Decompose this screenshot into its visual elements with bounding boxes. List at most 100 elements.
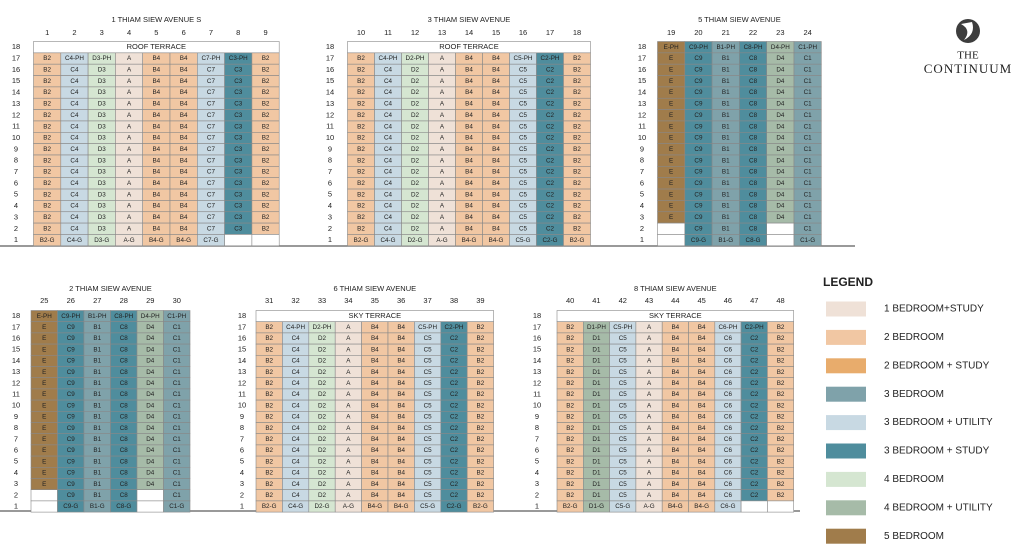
floor-number: 1 xyxy=(14,235,18,244)
stack-number: 12 xyxy=(411,28,419,37)
unit-label: C2 xyxy=(750,425,759,432)
unit-label: B2 xyxy=(573,101,581,108)
legend-label: 4 BEDROOM xyxy=(884,474,944,485)
unit-label: A-G xyxy=(123,237,134,244)
unit-label: C5 xyxy=(519,146,528,153)
unit-label: B1-G xyxy=(718,237,733,244)
unit-label: C1 xyxy=(173,335,182,342)
floor-number: 8 xyxy=(535,423,539,432)
unit-label: B2 xyxy=(573,135,581,142)
unit-label: B4 xyxy=(671,470,679,477)
unit-label: C5 xyxy=(519,191,528,198)
unit-cell xyxy=(563,234,591,247)
floor-number: 14 xyxy=(238,356,246,365)
unit-label: B2 xyxy=(573,225,581,232)
unit-label: B2 xyxy=(573,157,581,164)
stack-number: 45 xyxy=(697,296,705,305)
unit-label: D4-PH xyxy=(771,44,790,51)
unit-label: A xyxy=(440,157,445,164)
unit-label: B2 xyxy=(777,346,785,353)
floor-number: 9 xyxy=(240,412,244,421)
unit-label: B2 xyxy=(477,335,485,342)
unit-label: C6 xyxy=(724,380,733,387)
stack-number: 14 xyxy=(465,28,473,37)
unit-label: C2 xyxy=(450,391,459,398)
unit-label: C4 xyxy=(70,146,79,153)
unit-label: D3 xyxy=(98,101,107,108)
unit-label: B2 xyxy=(265,335,273,342)
unit-label: B4 xyxy=(698,380,706,387)
unit-label: C1 xyxy=(173,391,182,398)
floor-number: 8 xyxy=(640,156,644,165)
unit-label: C3 xyxy=(234,135,243,142)
unit-label: C2 xyxy=(546,157,555,164)
unit-label: B4-G xyxy=(462,237,477,244)
unit-label: B4 xyxy=(492,78,500,85)
unit-label: B2 xyxy=(265,436,273,443)
unit-label: B1 xyxy=(93,436,101,443)
legend-swatch xyxy=(826,443,866,459)
unit-label: C2 xyxy=(546,101,555,108)
floor-number: 11 xyxy=(238,389,246,398)
unit-label: B1 xyxy=(93,458,101,465)
unit-label: E xyxy=(42,447,46,454)
unit-label: C9-PH xyxy=(689,44,708,51)
floor-number: 7 xyxy=(14,167,18,176)
unit-label: C2 xyxy=(450,369,459,376)
unit-label: B4 xyxy=(492,67,500,74)
unit-label: E xyxy=(669,169,673,176)
unit-label: B4 xyxy=(698,369,706,376)
unit-label: B2 xyxy=(566,414,574,421)
unit-label: C4 xyxy=(384,123,393,130)
unit-label: B4 xyxy=(180,214,188,221)
unit-label: C2 xyxy=(450,414,459,421)
unit-label: B2 xyxy=(573,112,581,119)
logo: THE CONTINUUM xyxy=(924,19,1011,76)
unit-label: C8 xyxy=(749,191,758,198)
floor-number: 5 xyxy=(240,457,244,466)
unit-label: D4 xyxy=(776,191,785,198)
unit-label: D3 xyxy=(98,123,107,130)
unit-label: C7 xyxy=(207,203,216,210)
unit-label: A xyxy=(440,214,445,221)
unit-label: B2 xyxy=(357,180,365,187)
unit-label: E xyxy=(669,214,673,221)
unit-label: B1 xyxy=(722,123,730,130)
unit-label: B1 xyxy=(722,146,730,153)
unit-label: C4 xyxy=(384,180,393,187)
unit-label: B1 xyxy=(722,225,730,232)
unit-label: B4-G xyxy=(489,237,504,244)
unit-label: C2 xyxy=(750,436,759,443)
unit-label: A xyxy=(127,214,132,221)
unit-label: B4 xyxy=(180,157,188,164)
unit-label: C1 xyxy=(173,358,182,365)
unit-label: B2 xyxy=(777,492,785,499)
unit-label: C7 xyxy=(207,146,216,153)
unit-label: B4 xyxy=(371,425,379,432)
unit-label: D2 xyxy=(318,335,327,342)
unit-label: C5 xyxy=(619,335,628,342)
stack-number: 10 xyxy=(357,28,365,37)
floor-number: 2 xyxy=(14,224,18,233)
stack-number: 38 xyxy=(450,296,458,305)
unit-label: B2 xyxy=(43,191,51,198)
unit-label: B2 xyxy=(262,112,270,119)
unit-label: C5 xyxy=(619,425,628,432)
unit-label: B4 xyxy=(397,369,405,376)
unit-label: B4 xyxy=(371,436,379,443)
unit-label: B4 xyxy=(397,358,405,365)
unit-label: C4 xyxy=(384,191,393,198)
legend-swatch xyxy=(826,415,866,431)
unit-label: A xyxy=(440,146,445,153)
unit-label: A xyxy=(647,436,652,443)
unit-label: C4 xyxy=(70,214,79,221)
unit-label: D3 xyxy=(98,67,107,74)
unit-label: C5 xyxy=(424,402,433,409)
block-title: 8 THIAM SIEW AVENUE xyxy=(634,284,717,293)
unit-label: B4 xyxy=(465,157,473,164)
floor-number: 14 xyxy=(638,88,646,97)
legend-label: 1 BEDROOM+STUDY xyxy=(884,304,984,315)
unit-label: D4 xyxy=(146,414,155,421)
unit-label: B4 xyxy=(180,169,188,176)
unit-label: C1 xyxy=(173,346,182,353)
